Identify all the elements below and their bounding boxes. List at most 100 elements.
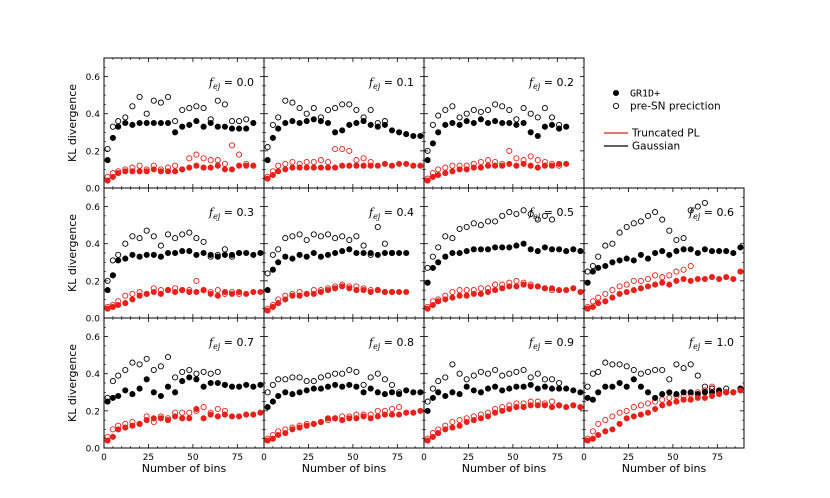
gaussian-pre-sn-point xyxy=(264,144,271,151)
gaussian-pre-sn-point xyxy=(456,370,463,377)
gaussian-gr1d-point xyxy=(360,389,367,396)
truncated-pl-pre-sn-point xyxy=(186,155,193,162)
truncated-pl-gr1d-point xyxy=(164,287,172,294)
truncated-pl-gr1d-point xyxy=(186,415,193,422)
gaussian-gr1d-point xyxy=(360,118,367,125)
gaussian-gr1d-point xyxy=(701,389,708,396)
gaussian-pre-sn-point xyxy=(339,370,346,377)
gaussian-pre-sn-point xyxy=(317,374,324,381)
gaussian-gr1d-point xyxy=(484,246,492,253)
gaussian-gr1d-point xyxy=(324,383,332,390)
truncated-pl-gr1d-point xyxy=(577,404,584,411)
gaussian-gr1d-point xyxy=(143,251,150,258)
gaussian-gr1d-point xyxy=(666,389,673,396)
gaussian-pre-sn-point xyxy=(186,229,193,236)
gaussian-pre-sn-point xyxy=(143,355,150,362)
truncated-pl-gr1d-point xyxy=(269,435,276,442)
gaussian-gr1d-point xyxy=(424,407,431,414)
truncated-pl-gr1d-point xyxy=(381,411,388,418)
gaussian-gr1d-point xyxy=(269,266,276,273)
gaussian-gr1d-point xyxy=(442,121,449,128)
gaussian-pre-sn-point xyxy=(694,372,701,379)
truncated-pl-gr1d-point xyxy=(492,162,499,169)
truncated-pl-gr1d-point xyxy=(723,274,730,281)
gaussian-pre-sn-point xyxy=(129,103,136,110)
gaussian-pre-sn-point xyxy=(442,374,449,381)
x-tick-label: 25 xyxy=(303,453,314,463)
gaussian-gr1d-point xyxy=(115,257,122,264)
gaussian-pre-sn-point xyxy=(157,363,164,370)
gaussian-pre-sn-point xyxy=(499,212,506,219)
truncated-pl-gr1d-point xyxy=(264,175,271,182)
truncated-pl-gr1d-point xyxy=(317,164,324,171)
truncated-pl-pre-sn-point xyxy=(673,268,680,275)
gaussian-gr1d-point xyxy=(122,119,129,127)
truncated-pl-gr1d-point xyxy=(157,290,164,297)
gaussian-pre-sn-point xyxy=(179,368,186,375)
x-tick-label: 75 xyxy=(712,453,723,463)
truncated-pl-pre-sn-point xyxy=(353,157,360,164)
truncated-pl-gr1d-point xyxy=(282,430,289,437)
truncated-pl-pre-sn-point xyxy=(484,157,492,164)
truncated-pl-gr1d-point xyxy=(442,426,449,433)
gaussian-pre-sn-point xyxy=(470,372,477,379)
truncated-pl-gr1d-point xyxy=(179,166,186,173)
truncated-pl-gr1d-point xyxy=(723,389,730,396)
gaussian-pre-sn-point xyxy=(687,207,694,214)
truncated-pl-gr1d-point xyxy=(396,411,403,418)
truncated-pl-gr1d-point xyxy=(207,164,214,171)
gaussian-gr1d-point xyxy=(214,123,221,130)
gaussian-pre-sn-point xyxy=(264,270,271,277)
gaussian-pre-sn-point xyxy=(623,363,630,370)
gaussian-gr1d-point xyxy=(429,140,436,147)
truncated-pl-gr1d-point xyxy=(570,285,577,292)
gaussian-gr1d-point xyxy=(122,387,129,394)
truncated-pl-gr1d-point xyxy=(630,413,637,420)
panel-f0.8: 0 25 50 75 Number of bins fej = 0.8 xyxy=(261,317,425,475)
gaussian-pre-sn-point xyxy=(442,106,449,114)
truncated-pl-gr1d-point xyxy=(623,288,630,296)
gaussian-gr1d-point xyxy=(296,119,303,127)
truncated-pl-gr1d-point xyxy=(435,298,442,305)
truncated-pl-gr1d-point xyxy=(396,288,403,296)
gaussian-gr1d-point xyxy=(449,249,456,257)
gaussian-gr1d-point xyxy=(644,389,652,396)
gaussian-pre-sn-point xyxy=(652,209,659,216)
truncated-pl-gr1d-point xyxy=(143,417,150,424)
gaussian-pre-sn-point xyxy=(589,370,596,377)
gaussian-pre-sn-point xyxy=(122,240,129,247)
truncated-pl-gr1d-point xyxy=(269,303,276,310)
gaussian-pre-sn-point xyxy=(303,378,310,385)
gaussian-gr1d-point xyxy=(289,391,296,398)
truncated-pl-gr1d-point xyxy=(730,389,737,396)
truncated-pl-gr1d-point xyxy=(556,160,563,167)
gaussian-pre-sn-point xyxy=(484,370,492,377)
gaussian-pre-sn-point xyxy=(193,235,200,242)
gaussian-pre-sn-point xyxy=(659,366,666,374)
gaussian-gr1d-point xyxy=(143,119,150,127)
truncated-pl-pre-sn-point xyxy=(644,400,652,407)
truncated-pl-gr1d-point xyxy=(584,305,591,312)
gaussian-pre-sn-point xyxy=(442,233,449,240)
gaussian-pre-sn-point xyxy=(353,368,360,375)
gaussian-pre-sn-point xyxy=(360,242,367,249)
gaussian-gr1d-point xyxy=(264,404,271,411)
gaussian-pre-sn-point xyxy=(492,218,499,225)
x-tick-label: 0 xyxy=(101,453,107,463)
truncated-pl-pre-sn-point xyxy=(214,287,221,294)
gaussian-pre-sn-point xyxy=(179,106,186,114)
gaussian-pre-sn-point xyxy=(332,370,339,377)
gaussian-gr1d-point xyxy=(570,387,577,394)
truncated-pl-pre-sn-point xyxy=(513,155,520,162)
gaussian-pre-sn-point xyxy=(264,389,271,396)
truncated-pl-pre-sn-point xyxy=(623,281,630,288)
gaussian-gr1d-point xyxy=(172,249,179,257)
gaussian-gr1d-point xyxy=(506,385,513,392)
gaussian-pre-sn-point xyxy=(115,372,122,379)
gaussian-pre-sn-point xyxy=(200,368,207,375)
truncated-pl-gr1d-point xyxy=(360,162,367,169)
gaussian-pre-sn-point xyxy=(609,240,616,247)
gaussian-gr1d-point xyxy=(143,376,150,383)
gaussian-pre-sn-point xyxy=(520,366,527,374)
gaussian-pre-sn-point xyxy=(275,114,282,121)
